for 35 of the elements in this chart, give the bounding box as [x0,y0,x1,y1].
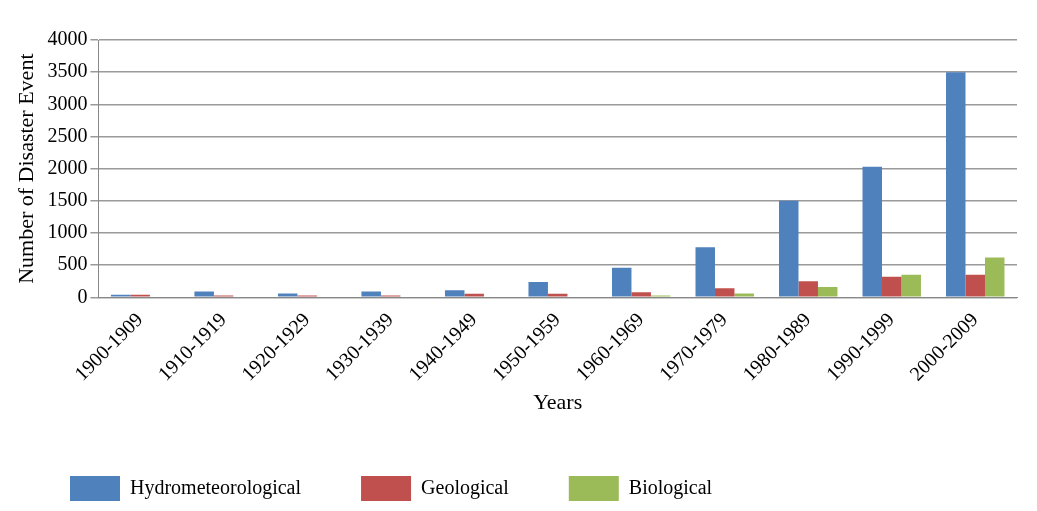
y-axis-title: Number of Disaster Event [12,53,38,284]
legend-label: Biological [628,475,713,499]
bar [881,276,902,297]
bar [464,293,484,297]
bar [734,293,754,297]
y-tick-label: 3000 [47,91,88,114]
y-tick-label: 3500 [47,59,88,82]
bar [901,274,921,297]
bar [965,274,985,297]
bar [611,267,632,297]
bar [528,281,548,297]
y-tick-label: 4000 [47,27,88,50]
bar [695,247,715,297]
y-tick-label: 2500 [47,123,88,146]
bar [277,293,298,297]
bar [984,257,1005,297]
bar [547,293,568,297]
bar [779,200,799,297]
y-tick-label: 0 [77,284,88,307]
bar [714,288,735,297]
bar [361,291,381,297]
x-axis-title: Years [533,388,583,414]
bar [444,290,465,297]
y-tick-label: 1500 [47,188,88,211]
y-tick-label: 1000 [47,220,88,243]
bar [817,287,838,297]
bar [946,72,966,297]
y-tick-label: 2000 [47,155,88,178]
bar [862,166,882,297]
legend-label: Hydrometeorological [130,475,302,499]
bar [798,281,818,297]
y-tick-label: 500 [57,252,88,275]
bar [631,292,651,297]
legend-label: Geological [421,475,510,499]
bar [194,291,214,297]
